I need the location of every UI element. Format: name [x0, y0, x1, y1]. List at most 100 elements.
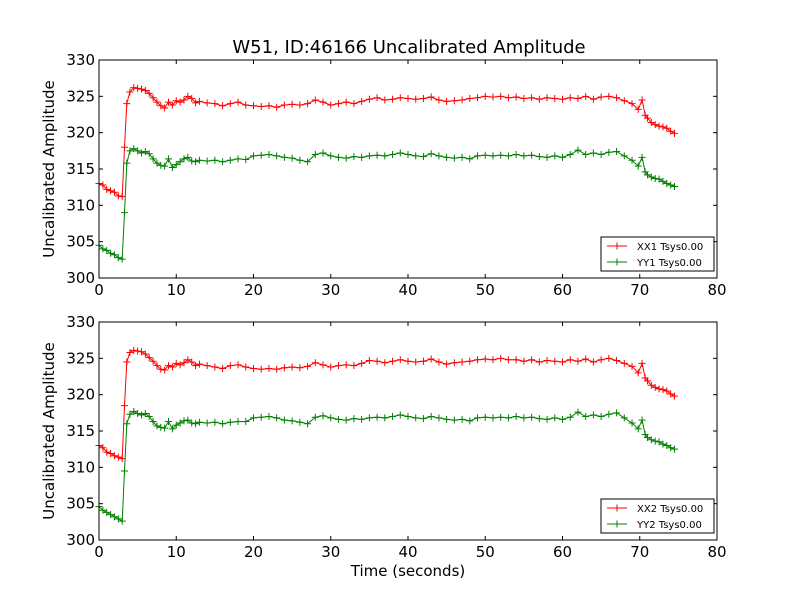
y-tick-label: 330: [66, 313, 95, 331]
data-point: [435, 96, 443, 104]
data-point: [643, 114, 651, 122]
data-point: [396, 411, 404, 419]
data-point: [273, 152, 281, 160]
y-tick-label: 310: [66, 196, 95, 214]
data-point: [404, 412, 412, 420]
data-point: [365, 414, 373, 422]
x-tick-label: 20: [244, 543, 263, 561]
data-point: [304, 362, 312, 370]
data-point: [334, 100, 342, 108]
data-point: [412, 95, 420, 103]
data-point: [172, 421, 180, 429]
data-point: [296, 364, 304, 372]
data-point: [192, 420, 200, 428]
data-point: [334, 153, 342, 161]
data-point: [168, 363, 176, 371]
data-point: [474, 356, 482, 364]
data-point: [559, 95, 566, 103]
figure-title: W51, ID:46166 Uncalibrated Amplitude: [232, 37, 585, 58]
data-point: [141, 350, 149, 358]
data-point: [242, 101, 250, 109]
data-point: [512, 412, 520, 420]
x-tick-label: 60: [553, 281, 572, 299]
data-point: [265, 365, 273, 373]
data-point: [114, 254, 122, 262]
data-point: [528, 94, 536, 102]
data-point: [504, 356, 512, 364]
data-point: [180, 359, 188, 367]
data-point: [99, 181, 107, 189]
data-point: [667, 127, 675, 135]
data-point: [257, 413, 265, 421]
data-point: [638, 96, 646, 104]
x-tick-label: 80: [707, 543, 726, 561]
data-point: [489, 152, 497, 160]
data-point: [443, 97, 451, 105]
data-point: [466, 357, 474, 365]
data-point: [319, 361, 327, 369]
data-point: [195, 156, 203, 164]
data-point: [107, 187, 115, 195]
data-point: [123, 100, 131, 108]
data-point: [628, 419, 636, 427]
data-point: [634, 369, 642, 377]
x-tick-label: 50: [476, 281, 495, 299]
x-tick-label: 30: [321, 543, 340, 561]
legend-label: XX2 Tsys0.00: [637, 504, 703, 515]
series-xx2: [95, 346, 679, 463]
data-point: [365, 357, 373, 365]
data-point: [659, 123, 667, 131]
data-point: [195, 97, 203, 105]
data-point: [543, 94, 551, 102]
data-point: [671, 182, 679, 190]
data-point: [663, 124, 671, 132]
data-point: [145, 150, 153, 158]
data-point: [342, 98, 350, 106]
x-tick-label: 10: [167, 281, 186, 299]
data-point: [671, 392, 679, 400]
x-tick-label: 80: [707, 281, 726, 299]
data-point: [659, 177, 667, 185]
data-point: [620, 359, 628, 367]
y-tick-label: 300: [66, 269, 95, 287]
data-point: [103, 448, 111, 456]
data-point: [543, 357, 551, 365]
data-point: [605, 92, 613, 100]
data-point: [126, 88, 134, 96]
data-point: [443, 360, 451, 368]
data-point: [350, 415, 358, 423]
data-point: [149, 418, 157, 426]
data-point: [226, 362, 234, 370]
data-point: [168, 425, 176, 433]
data-point: [412, 152, 420, 160]
data-point: [304, 158, 312, 166]
data-point: [605, 148, 613, 156]
data-point: [551, 414, 559, 422]
chart-panel-2: 0 10 20 30 40 50 60 70 80 300 305 310 315 320 325 330 Un…: [40, 313, 727, 580]
data-point: [412, 358, 420, 366]
data-point: [638, 416, 646, 424]
data-point: [120, 143, 128, 151]
data-point: [226, 100, 234, 108]
data-point: [118, 255, 126, 263]
data-point: [120, 467, 128, 475]
x-tick-label: 60: [553, 543, 572, 561]
data-point: [358, 415, 366, 423]
data-point: [458, 415, 466, 423]
data-point: [157, 161, 165, 169]
legend-marker: [613, 504, 621, 512]
data-point: [667, 390, 675, 398]
data-point: [145, 412, 153, 420]
data-point: [643, 171, 651, 179]
data-point: [153, 362, 161, 370]
data-point: [203, 99, 211, 107]
data-point: [551, 95, 559, 103]
data-point: [172, 161, 180, 169]
data-point: [638, 153, 646, 161]
data-point: [667, 444, 675, 452]
data-point: [176, 158, 184, 166]
data-point: [130, 145, 138, 153]
data-point: [265, 102, 273, 110]
data-point: [118, 517, 126, 525]
